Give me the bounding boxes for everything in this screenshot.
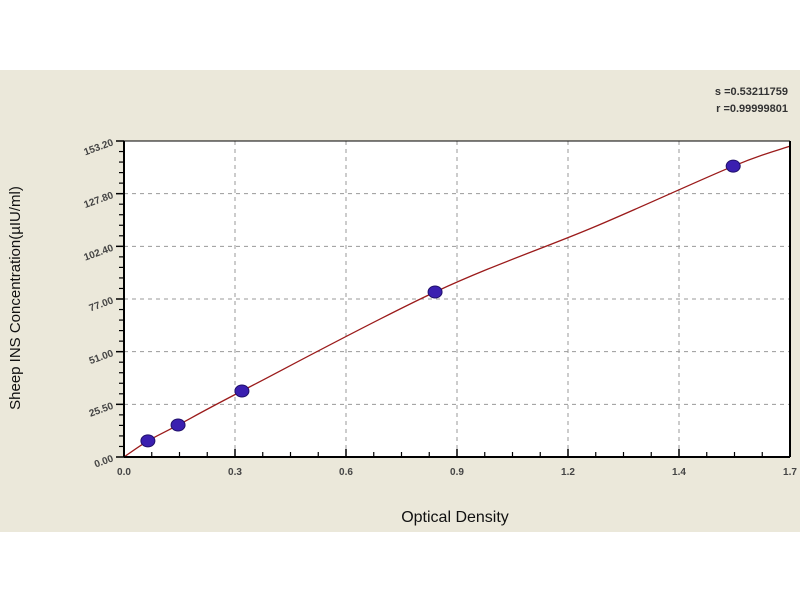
y-tick-label: 102.40 [83,243,116,264]
x-tick-label: 0.0 [117,467,131,478]
x-tick-label: 1.4 [672,467,686,478]
y-tick-label: 51.00 [88,348,116,367]
data-point [170,418,186,432]
x-axis-label: Optical Density [401,509,509,526]
s-value: s =0.53211759 [714,86,788,98]
y-tick-label: 0.00 [93,453,115,470]
y-tick-label: 25.50 [88,401,116,420]
fit-curve [123,145,791,458]
x-tick-label: 0.6 [339,467,353,478]
y-tick-label: 77.00 [88,295,116,314]
y-tick-label: 153.20 [83,137,116,158]
r-value: r =0.99999801 [716,103,788,115]
y-tick-label: 127.80 [83,190,116,211]
data-point [234,384,250,398]
data-point [427,285,443,299]
x-tick-label: 1.2 [561,467,575,478]
data-point [725,159,741,173]
data-point [140,434,156,448]
x-tick-label: 0.3 [228,467,242,478]
x-tick-label: 1.7 [783,467,797,478]
x-tick-label: 0.9 [450,467,464,478]
y-axis-label: Sheep INS Concentration(µIU/ml) [7,186,24,410]
fit-statistics: s =0.53211759 r =0.99999801 [715,84,788,118]
